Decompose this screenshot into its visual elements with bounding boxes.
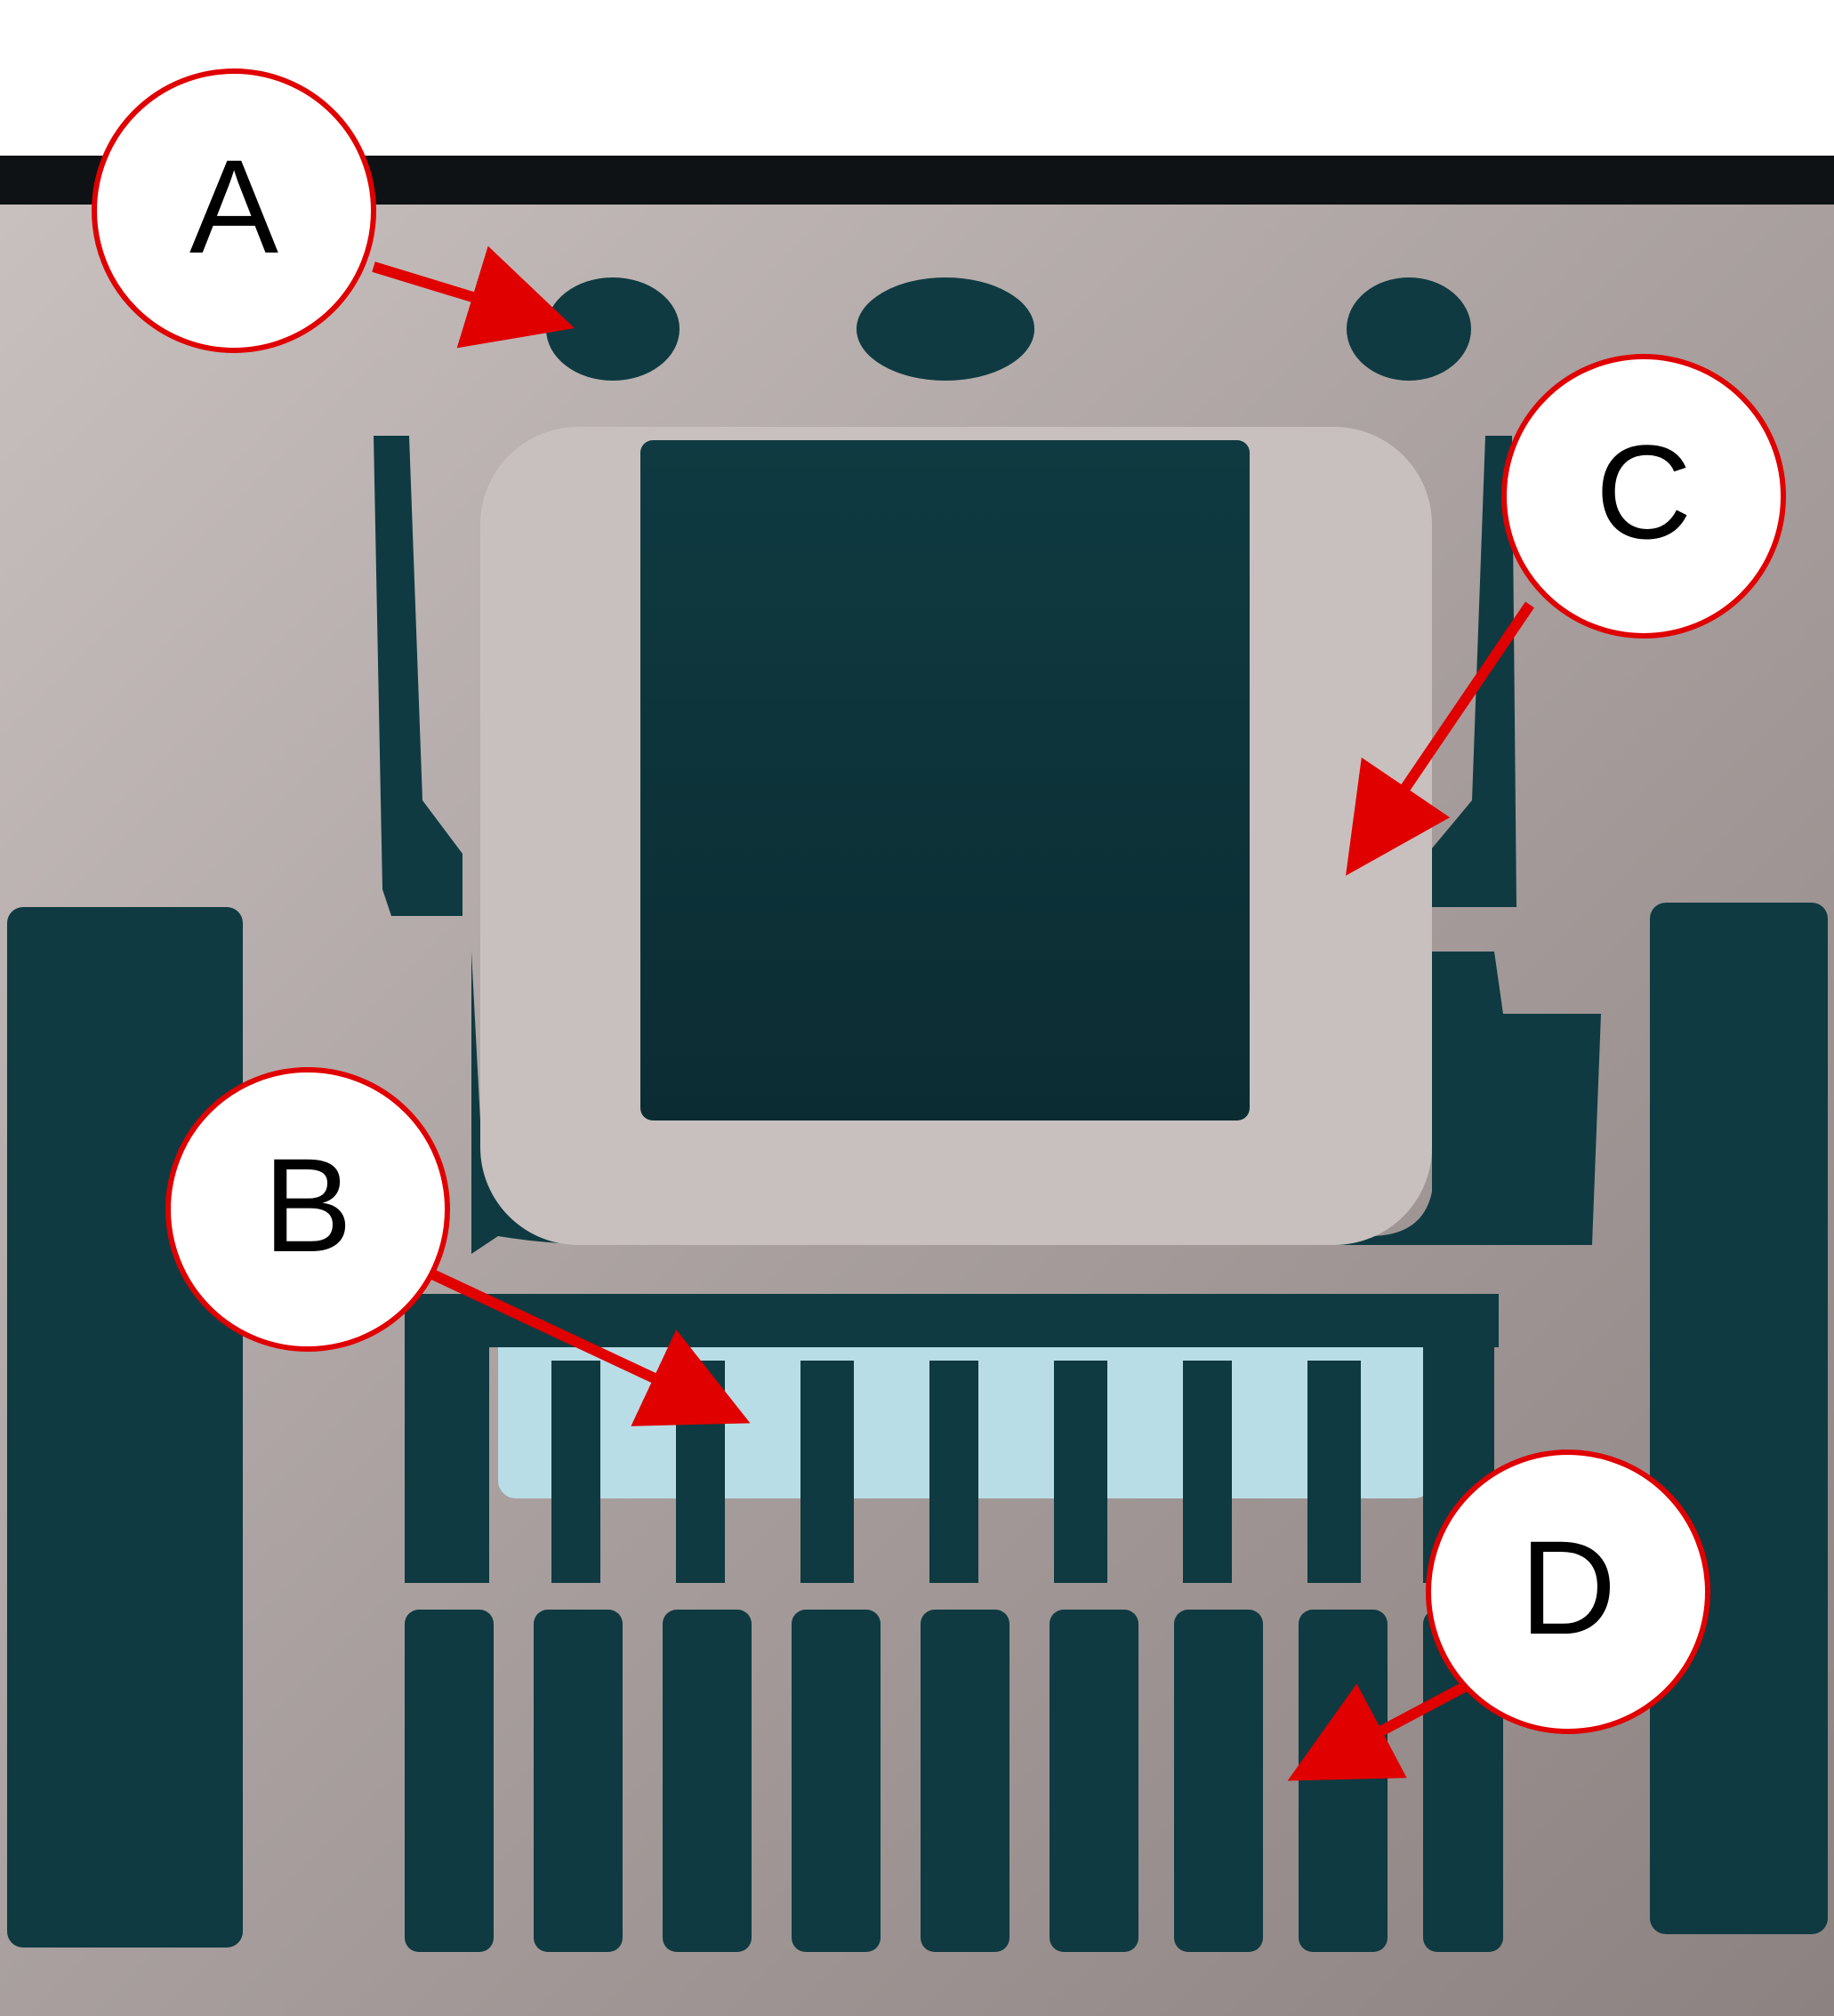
alignment-hole — [857, 277, 1034, 381]
outer-lead-slot — [921, 1610, 1010, 1952]
right-rail-window — [1650, 903, 1828, 1934]
right-slot — [1428, 436, 1516, 907]
inner-lead-gap — [929, 1361, 978, 1583]
inner-lead-gap — [800, 1361, 854, 1583]
left-rail-window — [7, 907, 243, 1948]
outer-lead-slots — [405, 1610, 1503, 1952]
alignment-holes — [546, 277, 1471, 381]
inner-lead-gap — [551, 1361, 600, 1583]
callout-circle — [92, 68, 376, 353]
inner-lead-gap — [1054, 1361, 1107, 1583]
callout-circle — [1501, 354, 1786, 639]
arrow-a — [372, 245, 575, 349]
die-window — [640, 440, 1250, 1120]
callout-b: B — [165, 1067, 450, 1352]
outer-lead-slot — [1050, 1610, 1138, 1952]
callout-c: C — [1501, 354, 1786, 639]
inner-lead-gap — [1307, 1361, 1361, 1583]
arrow-d — [1287, 1680, 1470, 1781]
outer-lead-slot — [1299, 1610, 1388, 1952]
outer-lead-slot — [534, 1610, 623, 1952]
arrow-b — [424, 1266, 751, 1426]
callout-a: A — [92, 68, 376, 353]
callout-letter-c: C — [1596, 417, 1692, 566]
left-slot — [374, 436, 463, 916]
alignment-hole — [1347, 277, 1471, 381]
callout-circle — [165, 1067, 450, 1352]
die-pad-cavity — [391, 952, 1601, 1254]
arrow-c — [1346, 601, 1534, 876]
callout-letter-a: A — [189, 132, 278, 281]
callout-letter-d: D — [1520, 1513, 1616, 1662]
outer-lead-slot — [405, 1610, 494, 1952]
alignment-hole — [546, 277, 680, 381]
outer-lead-slot — [663, 1610, 752, 1952]
callout-letter-b: B — [263, 1130, 352, 1280]
outer-lead-slot — [792, 1610, 881, 1952]
callout-d: D — [1426, 1450, 1710, 1734]
outer-lead-slot — [1174, 1610, 1263, 1952]
callout-arrows — [372, 245, 1534, 1781]
inner-lead-gap — [1183, 1361, 1232, 1583]
inner-lead-bridge — [405, 1294, 1499, 1347]
callout-circle — [1426, 1450, 1710, 1734]
